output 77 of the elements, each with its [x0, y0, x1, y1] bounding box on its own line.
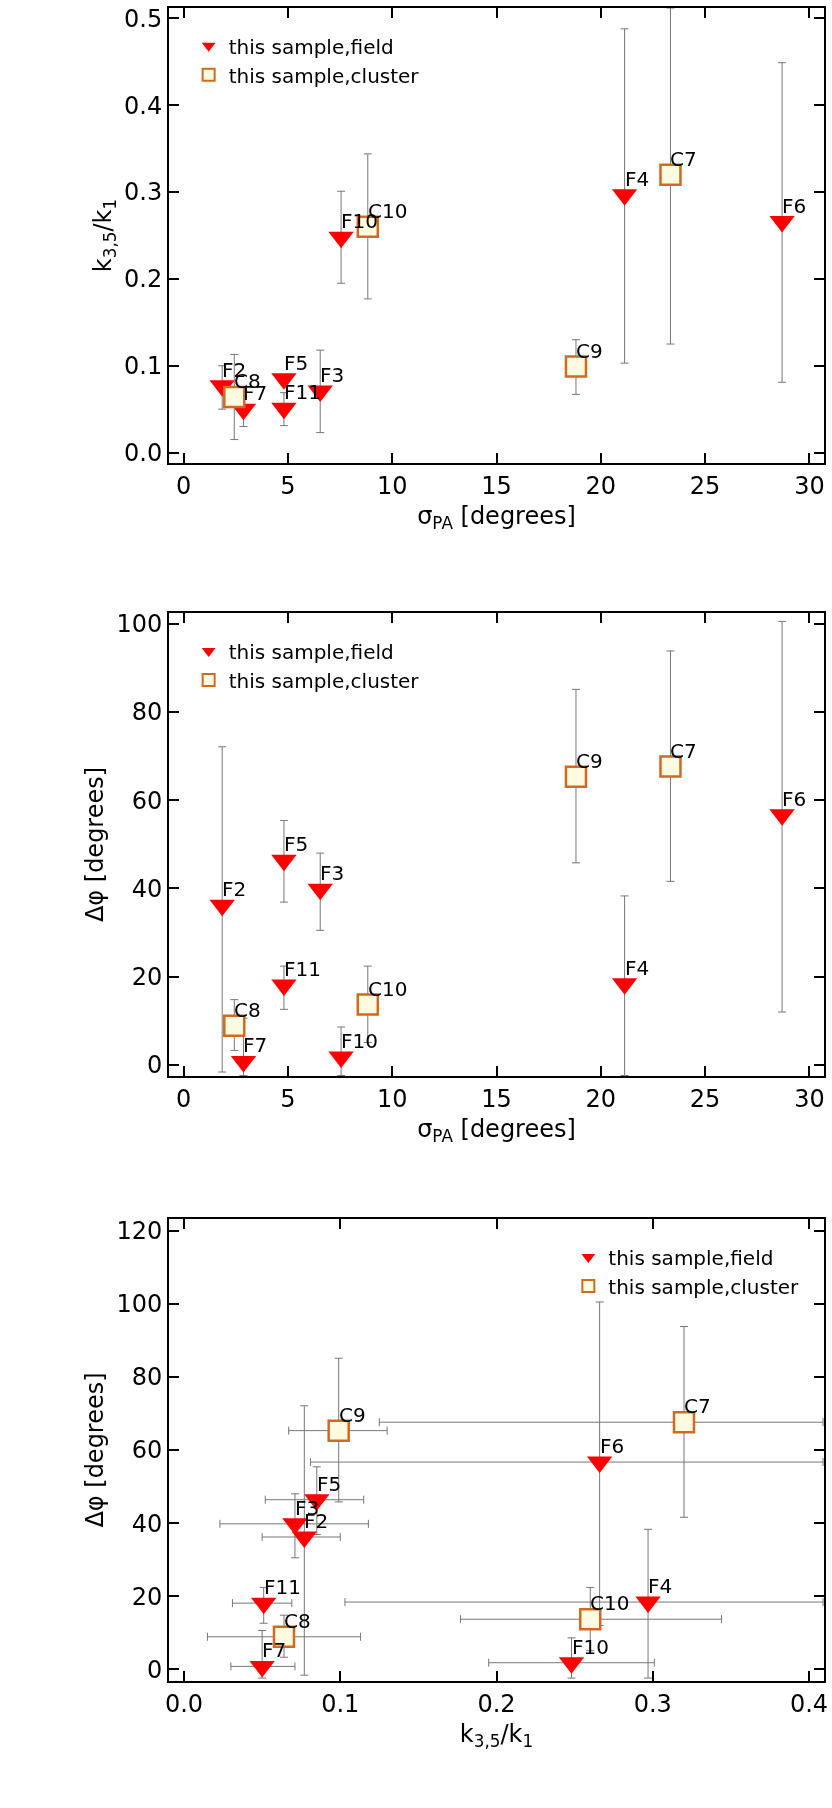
- x-tick-label: 0.3: [633, 1689, 672, 1718]
- y-tick-label: 0.3: [124, 178, 163, 207]
- y-tick-label: 100: [116, 609, 163, 638]
- x-tick-label: 0.2: [477, 1689, 516, 1718]
- annotation: C7: [670, 739, 697, 763]
- legend-label: this sample,cluster: [608, 1274, 800, 1299]
- annotation: F10: [572, 1635, 609, 1659]
- y-tick-label: 120: [116, 1217, 163, 1246]
- y-tick-label: 60: [131, 786, 163, 815]
- y-tick-label: 0.4: [124, 91, 163, 120]
- x-tick-label: 15: [481, 471, 512, 500]
- legend-label: this sample,field: [608, 1245, 774, 1270]
- x-tick-label: 20: [585, 1084, 617, 1113]
- annotation: C10: [590, 1591, 630, 1615]
- y-tick-label: 0.0: [124, 438, 163, 467]
- annotation: F4: [625, 167, 650, 191]
- y-tick-label: 0.2: [124, 265, 163, 294]
- y-tick-label: 0: [146, 1051, 163, 1080]
- y-tick-label: 100: [116, 1290, 163, 1319]
- y-tick-label: 0.5: [124, 4, 163, 33]
- annotation: C9: [576, 339, 603, 363]
- annotation: F3: [320, 363, 345, 387]
- annotation: F7: [262, 1638, 287, 1662]
- legend-label: this sample,cluster: [228, 63, 420, 88]
- annotation: F5: [284, 832, 309, 856]
- x-axis-title: k$_{3,5}$/k$_{1}$: [459, 1719, 534, 1751]
- x-tick-label: 0.4: [789, 1689, 829, 1718]
- x-tick-label: 25: [689, 471, 721, 500]
- annotation: F7: [243, 1033, 268, 1057]
- x-tick-label: 20: [585, 471, 617, 500]
- y-tick-label: 80: [131, 698, 163, 727]
- x-tick-label: 0.1: [321, 1689, 360, 1718]
- y-tick-label: 40: [131, 874, 163, 903]
- annotation: F4: [648, 1574, 673, 1598]
- annotation: C9: [339, 1403, 366, 1427]
- annotation: C7: [670, 147, 697, 171]
- y-tick-label: 20: [131, 963, 163, 992]
- annotation: F11: [264, 1575, 301, 1599]
- y-tick-label: 0.1: [124, 352, 163, 381]
- annotation: C9: [576, 749, 603, 773]
- x-tick-label: 10: [376, 471, 408, 500]
- annotation: C8: [234, 998, 261, 1022]
- annotation: C10: [368, 977, 408, 1001]
- x-tick-label: 0: [175, 1084, 192, 1113]
- y-axis-title: Δφ [degrees]: [80, 766, 109, 923]
- x-tick-label: 5: [280, 471, 296, 500]
- y-tick-label: 60: [131, 1436, 163, 1465]
- annotation: F6: [600, 1434, 625, 1458]
- y-tick-label: 80: [131, 1363, 163, 1392]
- legend-label: this sample,field: [228, 34, 394, 59]
- x-tick-label: 25: [689, 1084, 721, 1113]
- annotation: F6: [782, 194, 807, 218]
- legend-label: this sample,field: [228, 639, 394, 664]
- x-axis-title: σ$_{PA}$ [degrees]: [417, 501, 576, 533]
- annotation: F11: [284, 957, 321, 981]
- x-tick-label: 10: [376, 1084, 408, 1113]
- annotation: F3: [320, 861, 345, 885]
- x-tick-label: 5: [280, 1084, 296, 1113]
- x-tick-label: 30: [794, 471, 825, 500]
- annotation: F4: [625, 956, 650, 980]
- annotation: F5: [284, 351, 309, 375]
- annotation: F6: [782, 787, 807, 811]
- x-tick-label: 0: [175, 471, 192, 500]
- legend-label: this sample,cluster: [228, 668, 420, 693]
- y-axis-title: Δφ [degrees]: [80, 1372, 109, 1528]
- annotation: F5: [317, 1472, 342, 1496]
- x-tick-label: 0.0: [164, 1689, 204, 1718]
- y-tick-label: 40: [131, 1509, 163, 1538]
- annotation: C8: [284, 1609, 311, 1633]
- y-tick-label: 0: [146, 1655, 163, 1684]
- x-axis-title: σ$_{PA}$ [degrees]: [417, 1114, 576, 1146]
- annotation: C7: [684, 1394, 711, 1418]
- x-tick-label: 15: [481, 1084, 512, 1113]
- x-tick-label: 30: [794, 1084, 825, 1113]
- annotation: F10: [341, 1029, 378, 1053]
- annotation: F2: [222, 877, 247, 901]
- y-tick-label: 20: [131, 1582, 163, 1611]
